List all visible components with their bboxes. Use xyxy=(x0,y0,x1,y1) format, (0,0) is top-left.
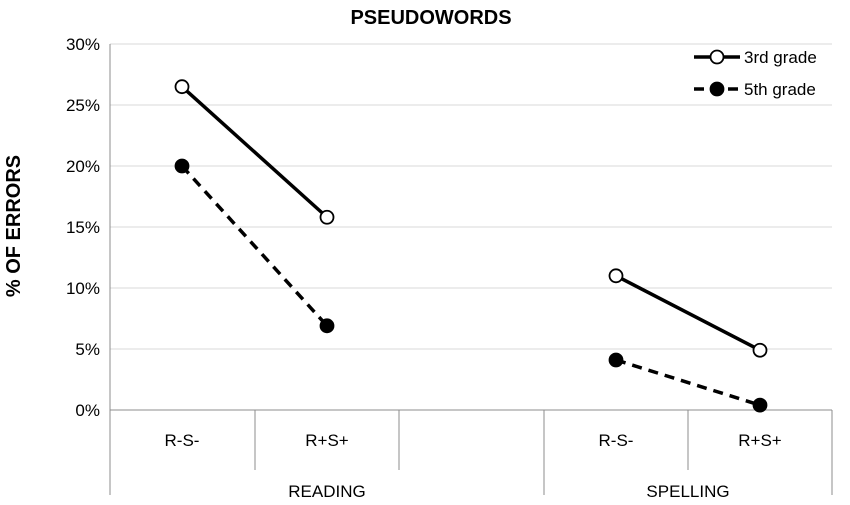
data-point xyxy=(319,209,335,225)
series-line xyxy=(180,164,329,327)
y-tick-label: 30% xyxy=(66,35,100,54)
data-point xyxy=(608,268,624,284)
data-point xyxy=(752,342,768,358)
data-point xyxy=(174,158,190,174)
legend-marker xyxy=(709,81,725,97)
x-category-label: R-S- xyxy=(599,431,634,450)
y-axis-label: % OF ERRORS xyxy=(3,155,25,297)
x-category-label: R+S+ xyxy=(305,431,349,450)
series-line xyxy=(615,358,761,407)
data-point xyxy=(608,352,624,368)
x-category-label: R+S+ xyxy=(738,431,782,450)
data-point xyxy=(319,318,335,334)
x-group-label: SPELLING xyxy=(646,482,729,501)
legend: 3rd grade 5th grade xyxy=(694,48,817,99)
series-layer xyxy=(174,79,768,413)
y-tick-label: 0% xyxy=(75,401,100,420)
legend-label: 5th grade xyxy=(744,80,816,99)
axes: 0% 5% 10% 15% 20% 25% 30% R-S- R+S+ READING R-S- R+… xyxy=(66,35,833,501)
x-category-label: R-S- xyxy=(165,431,200,450)
data-point xyxy=(174,79,190,95)
legend-marker xyxy=(709,49,725,65)
x-group-label: READING xyxy=(288,482,365,501)
y-tick-label: 25% xyxy=(66,96,100,115)
y-tick-label: 20% xyxy=(66,157,100,176)
series-line xyxy=(615,274,761,352)
y-tick-label: 15% xyxy=(66,218,100,237)
gridlines xyxy=(110,43,832,350)
chart-title: PSEUDOWORDS xyxy=(350,7,511,29)
legend-label: 3rd grade xyxy=(744,48,817,67)
data-point xyxy=(752,397,768,413)
series-line xyxy=(180,85,329,219)
y-tick-label: 10% xyxy=(66,279,100,298)
y-tick-label: 5% xyxy=(75,340,100,359)
